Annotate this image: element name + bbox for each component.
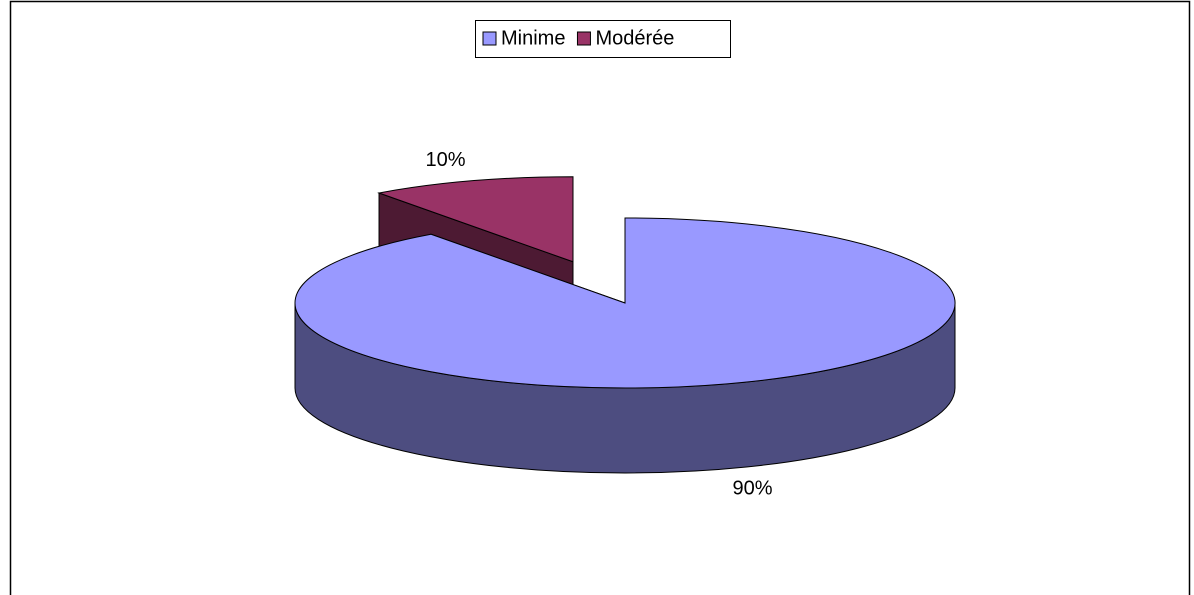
legend-swatch: [576, 31, 591, 46]
pie: [294, 176, 956, 474]
legend-label: Modérée: [595, 27, 674, 49]
pie-slice: [294, 217, 956, 389]
data-label: 10%: [426, 149, 466, 171]
legend-box: [475, 20, 731, 58]
pie-slice: [377, 176, 574, 263]
chart-frame: [9, 0, 1191, 595]
data-label: 90%: [732, 477, 772, 499]
legend-label: Minime: [501, 27, 565, 49]
legend: Minime Modérée: [482, 27, 674, 49]
legend-swatch: [482, 31, 497, 46]
